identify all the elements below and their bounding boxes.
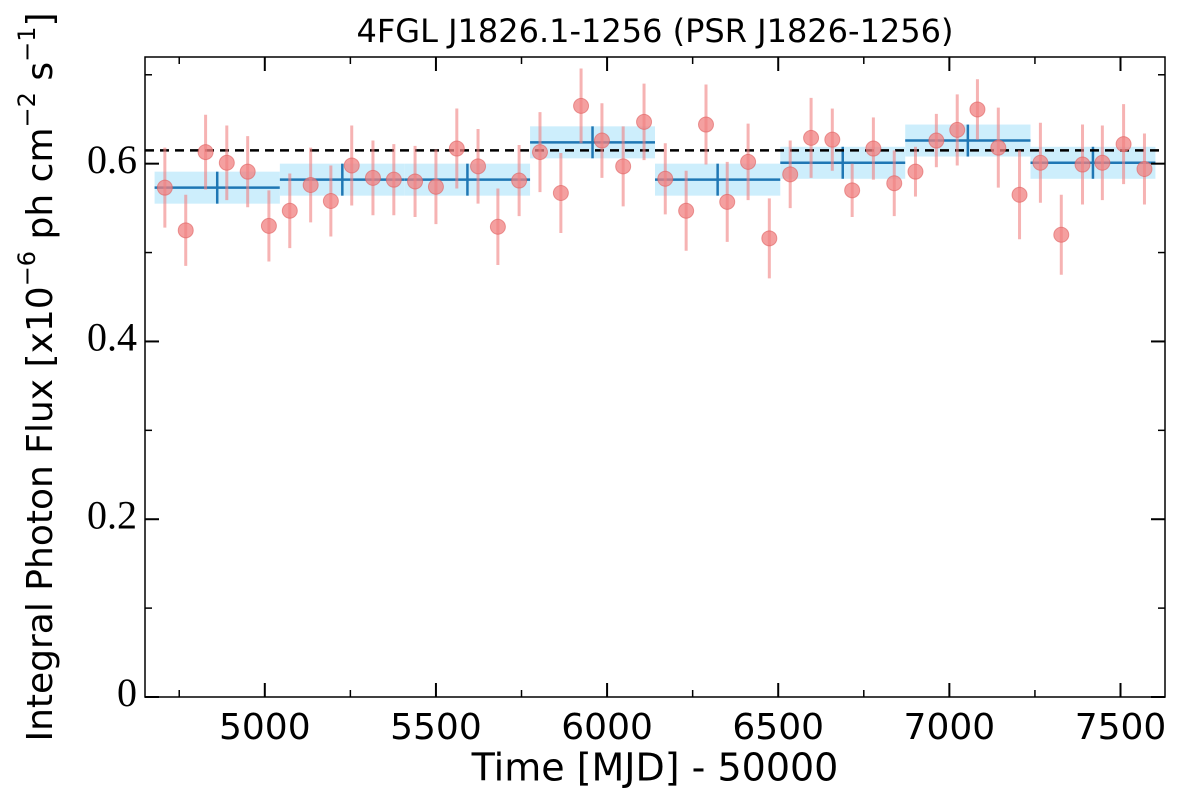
data-point (865, 140, 882, 157)
y-axis-label-part: ph cm (20, 127, 61, 250)
x-axis-label: Time [MJD] - 50000 (471, 746, 839, 790)
data-point (239, 163, 256, 180)
y-tick-label: 0.6 (87, 137, 137, 182)
data-point (407, 173, 424, 190)
y-axis-label-part: −2 (13, 92, 41, 127)
data-point (1115, 136, 1132, 153)
data-point (197, 144, 214, 161)
data-point (1136, 161, 1153, 177)
plot-frame (144, 56, 1166, 698)
y-axis-label: Integral Photon Flux [x10−6 ph cm−2 s−1] (13, 12, 61, 741)
data-point (1032, 154, 1049, 171)
y-axis-label-part: −1 (13, 27, 41, 62)
y-axis-label-part: ] (20, 12, 61, 26)
data-point (156, 179, 173, 196)
data-point (928, 132, 945, 149)
data-point (698, 116, 714, 133)
data-point (531, 144, 548, 161)
data-point (824, 131, 841, 148)
data-point (1094, 154, 1111, 171)
x-tick-label: 7000 (904, 707, 996, 748)
x-tick-label: 7500 (1075, 707, 1167, 748)
data-point (886, 175, 903, 192)
data-point (343, 157, 360, 174)
data-point (385, 171, 402, 188)
data-point (803, 129, 820, 146)
data-point (782, 166, 799, 183)
data-point (177, 222, 194, 239)
data-point (1011, 186, 1028, 203)
data-point (990, 139, 1007, 156)
data-point (302, 177, 319, 193)
data-point (761, 230, 778, 247)
data-point (218, 154, 235, 171)
data-point (281, 202, 298, 219)
data-point (719, 193, 736, 210)
data-point (907, 163, 924, 180)
data-point (470, 158, 487, 175)
data-point (1053, 226, 1070, 243)
data-point (1074, 156, 1091, 173)
data-point (740, 153, 757, 170)
x-tick-label: 6500 (732, 707, 824, 748)
y-tick-label: 0.4 (87, 315, 137, 360)
data-point (511, 172, 528, 189)
chart-title: 4FGL J1826.1-1256 (PSR J1826-1256) (357, 12, 954, 50)
data-point (364, 169, 381, 186)
y-axis-label-part: s (20, 62, 61, 92)
y-axis-label-part: −6 (13, 251, 41, 286)
y-axis-label-part: Integral Photon Flux [x10 (20, 286, 61, 741)
y-tick-label: 0 (117, 670, 137, 715)
data-point (552, 185, 569, 201)
data-point (593, 132, 610, 149)
y-tick-label: 0.2 (87, 492, 137, 537)
data-point (427, 178, 444, 195)
data-point (844, 182, 861, 199)
data-point (678, 202, 695, 219)
data-point (260, 217, 277, 234)
data-point (657, 170, 674, 187)
x-tick-label: 5000 (219, 707, 311, 748)
data-point (949, 121, 966, 138)
data-point (489, 218, 506, 235)
x-tick-label: 5500 (390, 707, 482, 748)
data-point (448, 140, 465, 157)
data-point (322, 193, 339, 209)
data-point (636, 113, 653, 130)
x-tick-label: 6000 (561, 707, 653, 748)
data-point (969, 101, 986, 118)
data-point (615, 158, 632, 175)
data-point (573, 97, 590, 114)
